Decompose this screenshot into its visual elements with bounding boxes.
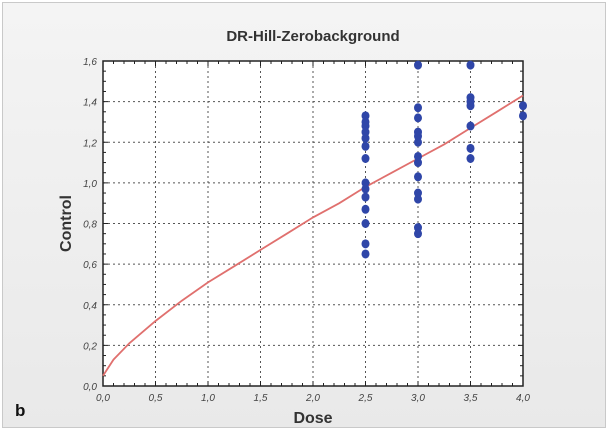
data-point (361, 192, 370, 202)
y-axis-title: Control (58, 195, 75, 252)
x-axis-title: Dose (293, 410, 332, 427)
panel-label: b (15, 401, 26, 420)
y-tick-label: 0,6 (83, 260, 97, 271)
chart-title: DR-Hill-Zerobackground (226, 28, 399, 45)
data-point (414, 151, 422, 161)
x-tick-label: 4,0 (516, 393, 530, 404)
y-tick-label: 1,6 (83, 57, 97, 68)
data-point (466, 143, 475, 153)
data-point (466, 154, 475, 163)
x-tick-label: 1,5 (254, 393, 268, 404)
x-tick-label: 0,5 (149, 393, 163, 404)
data-point (361, 141, 370, 151)
data-point (414, 172, 422, 182)
data-point (414, 127, 422, 137)
y-tick-label: 1,0 (83, 179, 97, 190)
data-point (466, 121, 475, 131)
chart-figure: DR-Hill-Zerobackground 0,0 0,5 1,0 1,5 2,0 2,… (2, 2, 606, 428)
data-point (414, 60, 422, 70)
y-tick-label: 0,0 (83, 382, 97, 393)
y-tick-label: 0,4 (83, 301, 97, 312)
data-point (361, 154, 370, 163)
fit-curve (102, 94, 524, 377)
data-point (361, 239, 370, 249)
y-tick-label: 0,2 (83, 341, 97, 352)
data-point (361, 178, 370, 188)
x-tick-label: 1,0 (201, 393, 215, 404)
fit-curve-layer (102, 94, 524, 377)
x-tick-label: 2,5 (358, 393, 373, 404)
y-tick-label: 0,8 (83, 220, 97, 231)
x-tick-label: 3,0 (411, 393, 425, 404)
data-point (466, 60, 475, 70)
x-tick-label: 0,0 (96, 393, 110, 404)
x-tick-label: 3,5 (464, 393, 478, 404)
data-point (519, 111, 527, 121)
chart-canvas: DR-Hill-Zerobackground 0,0 0,5 1,0 1,5 2,0 2,… (58, 28, 530, 427)
data-point (414, 103, 422, 113)
data-point (414, 188, 422, 198)
data-point (361, 249, 370, 259)
grid-layer (103, 61, 523, 386)
tick-layer: 0,0 0,5 1,0 1,5 2,0 2,5 3,0 3,5 4,0 0,0 0,2 0,4 0,6 0… (83, 57, 530, 404)
data-point (361, 219, 370, 228)
data-point (414, 223, 422, 233)
data-point (414, 113, 422, 123)
data-point (466, 93, 475, 103)
y-tick-label: 1,2 (83, 138, 97, 149)
y-tick-label: 1,4 (83, 98, 97, 109)
data-point-layer (361, 60, 527, 259)
data-point (519, 101, 527, 111)
data-point (361, 204, 370, 214)
x-tick-label: 2,0 (305, 393, 320, 404)
data-point (361, 111, 370, 121)
